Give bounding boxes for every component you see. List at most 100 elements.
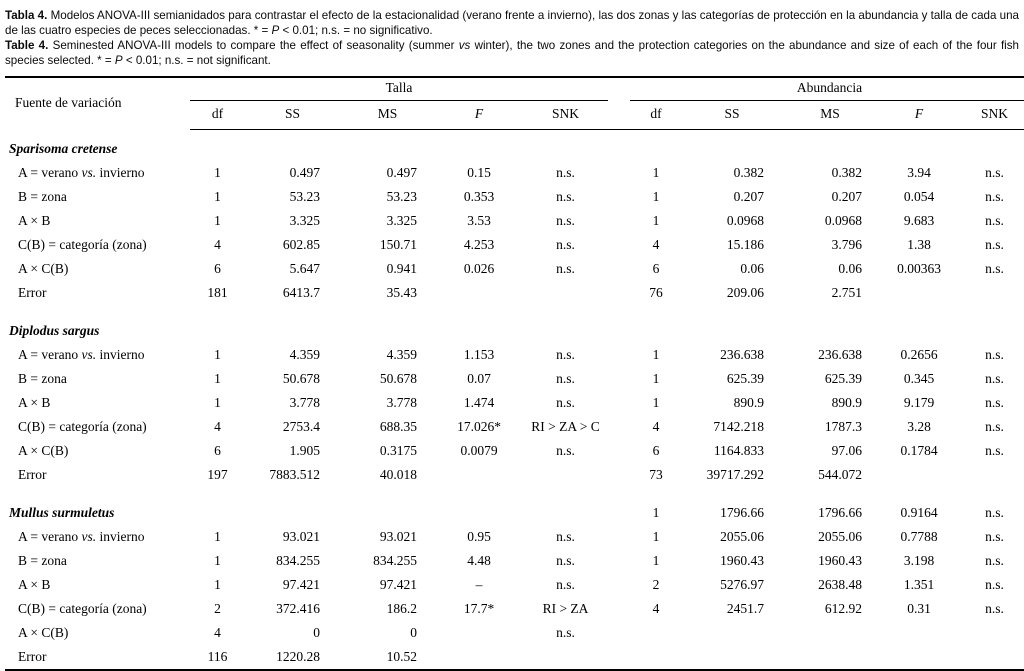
table-row: Error 116 1220.28 10.52	[5, 645, 1024, 670]
abundancia-ss-cell: 15.186	[726, 237, 764, 252]
talla-ms-cell: 0	[410, 625, 417, 640]
abundancia-f-cell: 3.198	[903, 553, 935, 568]
species-title-row: Sparisoma cretense	[5, 130, 1024, 162]
talla-snk-cell: n.s.	[556, 371, 575, 386]
talla-df-cell: 1	[214, 213, 221, 228]
abundancia-df-cell: 4	[652, 419, 660, 434]
abundancia-snk-cell: n.s.	[985, 443, 1004, 458]
row-header-fuente-de-variacion: Fuente de variación	[15, 94, 122, 110]
table-row: B = zona 1 50.678 50.678 0.07 n.s. 1 625.39 625.…	[5, 367, 1024, 391]
talla-snk-cell: n.s.	[556, 237, 575, 252]
abundancia-snk-cell: n.s.	[985, 371, 1004, 386]
abundancia-df-cell: 4	[652, 601, 660, 616]
abundancia-snk-cell: n.s.	[985, 505, 1004, 520]
table-row: A × B 1 3.778 3.778 1.474 n.s. 1 890.9 890.9 9.17…	[5, 391, 1024, 415]
source-of-variation-label: B = zona	[18, 553, 67, 568]
talla-f-cell: 0.026	[463, 261, 495, 276]
abundancia-ss-cell: 625.39	[726, 371, 764, 386]
talla-ss-cell: 3.778	[289, 395, 320, 410]
talla-df-cell: 1	[214, 189, 221, 204]
abundancia-df-cell: 1	[652, 165, 660, 180]
talla-df-cell: 1	[214, 553, 221, 568]
talla-snk-cell: n.s.	[556, 347, 575, 362]
source-of-variation-label: C(B) = categoría (zona)	[18, 601, 147, 616]
abundancia-snk-cell: n.s.	[985, 237, 1004, 252]
table-row: A × B 1 97.421 97.421 – n.s. 2 5276.97 2638.48 1.…	[5, 573, 1024, 597]
table-row: A = verano vs. invierno 1 4.359 4.359 1.153 n…	[5, 343, 1024, 367]
abundancia-f-cell	[878, 281, 960, 305]
abundancia-f-cell: 0.31	[907, 601, 931, 616]
abundancia-df-cell: 1	[652, 347, 660, 362]
column-header-f-talla: F	[435, 100, 523, 130]
group-gap	[608, 233, 630, 257]
talla-ms-cell: 4.359	[386, 347, 417, 362]
talla-ss-cell: 5.647	[289, 261, 320, 276]
abundancia-ms-cell	[782, 645, 878, 670]
talla-snk-cell	[523, 305, 608, 343]
talla-ms-cell: 53.23	[386, 189, 417, 204]
abundancia-ms-cell	[782, 305, 878, 343]
abundancia-ss-cell: 0.0968	[726, 213, 764, 228]
abundancia-f-cell: 0.054	[903, 189, 935, 204]
talla-ss-cell: 97.421	[282, 577, 320, 592]
abundancia-snk-cell: n.s.	[985, 261, 1004, 276]
species-name: Sparisoma cretense	[9, 140, 118, 156]
abundancia-f-cell: 0.9164	[900, 505, 938, 520]
table-row: C(B) = categoría (zona) 4 2753.4 688.35 17.0…	[5, 415, 1024, 439]
talla-ss-cell: 1220.28	[276, 649, 320, 664]
talla-f-cell: 1.474	[463, 395, 495, 410]
column-header-snk-talla: SNK	[523, 100, 608, 130]
table-row: A × C(B) 6 1.905 0.3175 0.0079 n.s. 6 1164.833 9…	[5, 439, 1024, 463]
source-of-variation-label: A = verano vs. invierno	[18, 165, 145, 180]
abundancia-f-cell	[878, 463, 960, 487]
abundancia-ss-cell: 7142.218	[713, 419, 764, 434]
abundancia-f-cell: 3.94	[907, 165, 931, 180]
group-header-talla: Talla	[190, 77, 608, 101]
talla-ms-cell	[340, 130, 435, 162]
abundancia-f-cell: 0.1784	[900, 443, 938, 458]
abundancia-ss-cell: 2451.7	[726, 601, 764, 616]
abundancia-f-cell: 1.351	[903, 577, 935, 592]
source-of-variation-label: Error	[18, 649, 47, 664]
group-gap	[608, 130, 630, 162]
talla-ms-cell: 150.71	[379, 237, 417, 252]
abundancia-snk-cell	[960, 130, 1024, 162]
abundancia-snk-cell: n.s.	[985, 165, 1004, 180]
abundancia-f-cell	[878, 621, 960, 645]
talla-ms-cell: 93.021	[379, 529, 417, 544]
talla-df-cell: 181	[207, 285, 228, 300]
group-gap	[608, 415, 630, 439]
talla-ss-cell: 93.021	[282, 529, 320, 544]
abundancia-df-cell: 73	[649, 467, 663, 482]
talla-ms-cell: 97.421	[379, 577, 417, 592]
abundancia-df-cell: 1	[652, 213, 660, 228]
talla-snk-cell	[523, 645, 608, 670]
column-header-ss-abundancia: SS	[682, 100, 782, 130]
abundancia-df-cell: 1	[652, 505, 660, 520]
abundancia-snk-cell	[960, 463, 1024, 487]
talla-snk-cell: n.s.	[556, 553, 575, 568]
talla-f-cell	[435, 621, 523, 645]
talla-ss-cell: 53.23	[289, 189, 320, 204]
talla-snk-cell: n.s.	[556, 625, 575, 640]
talla-ms-cell	[340, 487, 435, 525]
abundancia-ss-cell: 1960.43	[720, 553, 764, 568]
abundancia-ms-cell: 890.9	[831, 395, 862, 410]
talla-snk-cell: n.s.	[556, 529, 575, 544]
abundancia-df-cell: 6	[652, 261, 660, 276]
abundancia-snk-cell: n.s.	[985, 347, 1004, 362]
talla-f-cell: 0.15	[467, 165, 491, 180]
talla-ms-cell: 834.255	[373, 553, 417, 568]
source-of-variation-label: A × B	[18, 395, 51, 410]
abundancia-ms-cell: 236.638	[818, 347, 862, 362]
talla-df-cell: 116	[207, 649, 228, 664]
talla-f-cell: –	[475, 577, 483, 592]
talla-df-cell: 1	[214, 347, 221, 362]
abundancia-ms-cell: 544.072	[818, 467, 862, 482]
talla-ss-cell	[245, 305, 340, 343]
talla-ss-cell: 372.416	[276, 601, 320, 616]
abundancia-df-cell: 1	[652, 395, 660, 410]
abundancia-ss-cell	[682, 645, 782, 670]
abundancia-ms-cell: 1960.43	[818, 553, 862, 568]
